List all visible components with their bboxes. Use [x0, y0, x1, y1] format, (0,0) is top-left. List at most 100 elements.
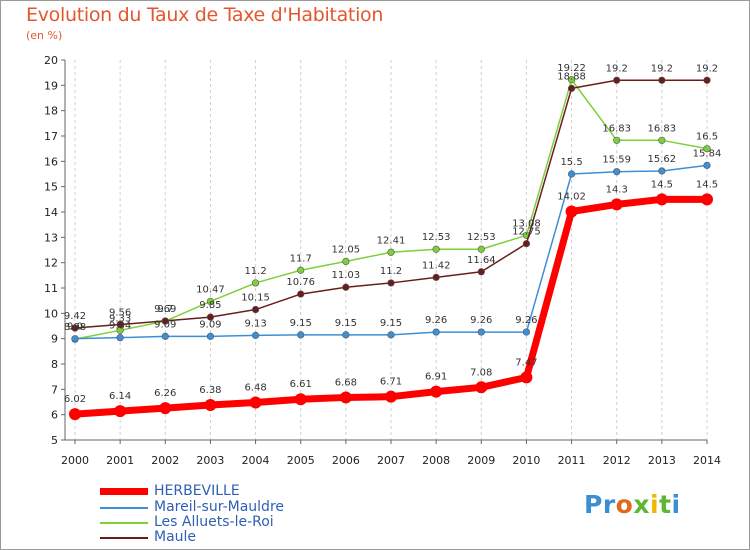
data-label: 15.84	[693, 148, 722, 159]
data-label: 9.42	[64, 311, 86, 322]
data-point	[477, 328, 485, 336]
data-point	[206, 313, 215, 321]
data-label: 16.83	[648, 123, 677, 134]
data-point	[655, 193, 668, 206]
data-label: 9.26	[470, 315, 492, 326]
legend-label: Les Alluets-le-Roi	[154, 514, 274, 530]
data-point	[613, 136, 621, 144]
data-point	[703, 76, 711, 84]
data-point	[206, 332, 215, 340]
data-label: 9.13	[244, 318, 266, 329]
y-tick-label: 12	[44, 257, 58, 270]
y-tick-label: 18	[44, 105, 58, 118]
data-point	[477, 245, 485, 253]
data-labels: 8.98 9.33 9.69 10.47 11.2 11.7 12.05 12.41 12.53…	[64, 63, 721, 405]
data-label: 16.83	[602, 123, 631, 134]
y-tick-label: 11	[44, 282, 58, 295]
data-point	[658, 136, 666, 144]
data-label: 6.38	[199, 385, 221, 396]
data-point	[565, 205, 578, 218]
data-point	[522, 240, 531, 248]
y-tick-label: 13	[44, 231, 58, 244]
x-tick-label: 2003	[196, 454, 224, 467]
data-label: 6.02	[64, 394, 86, 405]
data-label: 9.0	[67, 322, 83, 333]
data-label: 16.5	[696, 132, 718, 143]
x-tick-label: 2012	[603, 454, 631, 467]
data-point	[294, 393, 307, 406]
data-label: 6.68	[335, 377, 357, 388]
data-label: 14.5	[696, 179, 718, 190]
data-point	[658, 167, 666, 175]
data-label: 6.48	[244, 383, 266, 394]
data-point	[387, 248, 395, 256]
data-label: 13.08	[512, 218, 541, 229]
data-label: 15.5	[560, 157, 582, 168]
data-point	[297, 331, 305, 339]
y-tick-label: 10	[44, 307, 58, 320]
y-tick-label: 5	[51, 434, 58, 447]
data-point	[297, 290, 305, 298]
data-point	[342, 257, 350, 266]
data-point	[385, 390, 397, 403]
data-point	[342, 283, 350, 291]
data-label: 15.62	[648, 154, 677, 165]
y-tick-label: 8	[51, 358, 58, 371]
x-tick-label: 2001	[106, 454, 134, 467]
data-label: 6.71	[380, 377, 402, 388]
series-lines	[69, 76, 713, 421]
data-label: 6.26	[154, 388, 176, 399]
data-label: 11.2	[380, 266, 402, 277]
legend: HERBEVILLE Mareil-sur-Mauldre Les Alluet…	[100, 483, 420, 547]
data-point	[116, 320, 124, 329]
data-point	[116, 334, 124, 342]
data-label: 9.26	[425, 315, 447, 326]
x-tick-label: 2009	[467, 454, 495, 467]
data-label: 9.33	[109, 313, 131, 324]
data-label: 9.69	[154, 304, 176, 315]
data-point	[249, 396, 262, 409]
data-label: 6.61	[290, 379, 312, 390]
data-point	[251, 305, 260, 314]
data-point	[430, 385, 443, 398]
data-label: 9.04	[109, 321, 131, 332]
data-point	[251, 279, 260, 287]
data-label: 11.42	[422, 260, 451, 271]
y-tick-label: 19	[44, 79, 58, 92]
x-tick-label: 2014	[693, 454, 721, 467]
data-point	[703, 161, 711, 169]
legend-label: HERBEVILLE	[154, 483, 240, 499]
legend-label: Mareil-sur-Mauldre	[154, 499, 284, 515]
y-tick-label: 15	[44, 181, 58, 194]
data-label: 19.2	[651, 63, 673, 74]
data-point	[475, 381, 488, 394]
x-tick-label: 2000	[61, 454, 89, 467]
y-tick-label: 17	[44, 130, 58, 143]
data-point	[432, 273, 440, 281]
data-point	[610, 198, 623, 211]
data-point	[567, 76, 576, 84]
x-tick-label: 2010	[512, 454, 540, 467]
unit-label: (en %)	[26, 29, 63, 42]
legend-label: Maule	[154, 529, 197, 545]
legend-item-maule: Maule	[100, 529, 420, 545]
data-point	[477, 268, 485, 276]
data-point	[613, 168, 621, 176]
data-label: 11.2	[244, 266, 266, 277]
axes: 2000 2001 2002 2003 2004 2005 2006 2007 2008 2009…	[44, 54, 721, 467]
data-label: 8.98	[64, 322, 86, 333]
y-tick-label: 14	[44, 206, 58, 219]
legend-item-alluets: Les Alluets-le-Roi	[100, 514, 420, 530]
y-tick-label: 16	[44, 155, 58, 168]
data-point	[161, 332, 169, 340]
x-tick-label: 2013	[648, 454, 676, 467]
data-point	[703, 145, 711, 153]
x-tick-label: 2011	[558, 454, 586, 467]
x-tick-label: 2007	[377, 454, 405, 467]
data-label: 9.26	[515, 315, 537, 326]
x-tick-label: 2002	[151, 454, 179, 467]
y-tick-label: 6	[51, 409, 58, 422]
data-point	[567, 170, 576, 178]
data-label: 12.41	[377, 235, 406, 246]
